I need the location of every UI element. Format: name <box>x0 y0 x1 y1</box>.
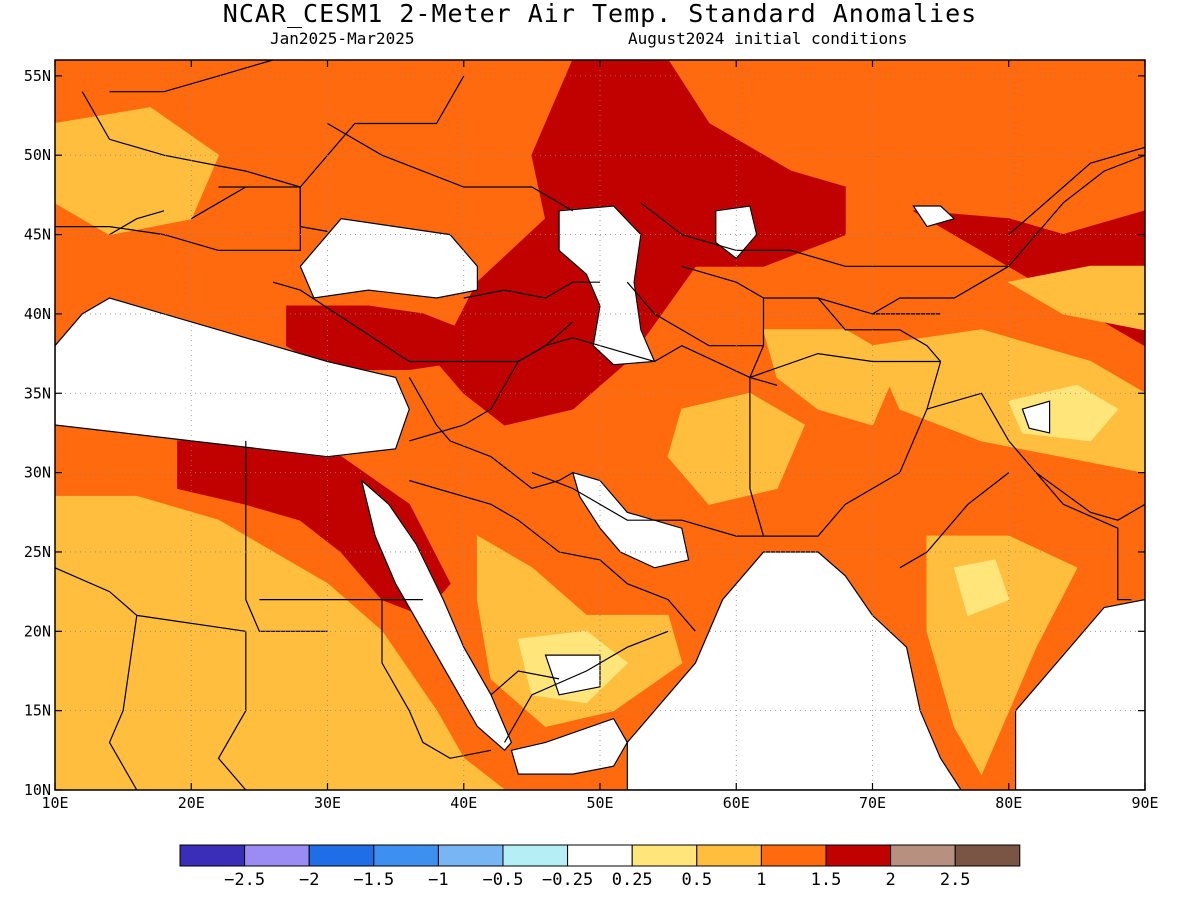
border-line <box>108 615 138 790</box>
border-line <box>55 567 246 632</box>
border-line <box>217 631 247 790</box>
coastline-black-sea <box>299 218 478 299</box>
colorbar-label: 1 <box>756 870 766 890</box>
colorbar: −2.5 −2 −1.5 −1 −0.5 −0.25 0.25 0.5 1 1.5 2 2.5 <box>179 844 1021 890</box>
border-line <box>926 392 1145 521</box>
colorbar-label: 1.5 <box>811 870 842 890</box>
lat-tick-label: 10N <box>24 781 51 799</box>
colorbar-swatch <box>567 844 633 867</box>
lon-tick-label: 50E <box>586 794 613 812</box>
colorbar-label: −0.25 <box>542 870 593 890</box>
period-subtitle: Jan2025-Mar2025 <box>270 29 415 48</box>
border-line <box>872 265 1010 315</box>
colorbar-label: −1.5 <box>353 870 394 890</box>
colorbar-label: 0.5 <box>681 870 712 890</box>
border-line <box>490 670 560 696</box>
colorbar-label: −2.5 <box>224 870 265 890</box>
border-line <box>109 210 165 236</box>
lat-tick-label: 50N <box>24 146 51 164</box>
colorbar-label: 0.25 <box>612 870 653 890</box>
border-line <box>409 479 696 632</box>
coastline-tibet-neutral <box>1021 400 1051 434</box>
map-title: NCAR_CESM1 2-Meter Air Temp. Standard An… <box>222 0 978 28</box>
border-line <box>408 377 574 490</box>
lat-tick-label: 30N <box>24 464 51 482</box>
colorbar-swatch <box>437 844 504 867</box>
lat-tick-label: 20N <box>24 622 51 640</box>
lon-tick-label: 10E <box>41 794 68 812</box>
anomaly-fields <box>55 60 1145 790</box>
border-line <box>749 377 765 537</box>
lat-tick-label: 55N <box>24 67 51 85</box>
border-line <box>463 281 600 299</box>
colorbar-swatch <box>502 844 569 867</box>
colorbar-swatch <box>890 844 956 867</box>
axis-ticks: 10E 20E 30E 40E 50E 60E 70E 80E 90E 10N 15N 20N 25N 3… <box>24 60 1159 812</box>
colorbar-swatch <box>373 844 439 867</box>
border-line <box>899 472 1010 569</box>
lon-tick-label: 20E <box>178 794 205 812</box>
coastline-red-sea <box>360 478 513 752</box>
coastline-arabia-neutral <box>544 654 601 696</box>
border-line <box>1008 146 1145 236</box>
colorbar-label: 2.5 <box>940 870 971 890</box>
colorbar-swatch <box>244 844 310 867</box>
border-line <box>504 630 669 743</box>
country-borders <box>55 60 1145 790</box>
border-line <box>381 599 492 759</box>
border-line <box>190 186 247 220</box>
lat-tick-label: 40N <box>24 305 51 323</box>
lat-lon-grid <box>55 60 1145 790</box>
lon-tick-label: 90E <box>1131 794 1158 812</box>
border-line <box>218 75 465 188</box>
colorbar-swatch <box>308 844 375 867</box>
coastline-mediterranean-sea <box>55 297 410 458</box>
lon-tick-label: 40E <box>450 794 477 812</box>
lat-tick-label: 45N <box>24 226 51 244</box>
initial-conditions-subtitle: August2024 initial conditions <box>628 29 908 48</box>
border-line <box>299 187 328 232</box>
colorbar-swatch <box>631 844 698 867</box>
colorbar-swatch <box>954 844 1021 867</box>
border-line <box>749 352 941 378</box>
lon-tick-label: 60E <box>723 794 750 812</box>
colorbar-label: −0.5 <box>483 870 524 890</box>
lon-tick-label: 30E <box>314 794 341 812</box>
colorbar-label: 2 <box>885 870 895 890</box>
colorbar-label: −1 <box>428 870 448 890</box>
lat-tick-label: 15N <box>24 702 51 720</box>
lon-tick-label: 80E <box>995 794 1022 812</box>
border-line <box>817 297 942 362</box>
colorbar-label: −2 <box>299 870 319 890</box>
colorbar-swatch <box>179 844 246 867</box>
coastline-persian-gulf <box>571 471 690 569</box>
border-line <box>640 154 1145 267</box>
region-india-light <box>953 559 1010 617</box>
border-line <box>409 361 519 442</box>
colorbar-swatch <box>825 844 892 867</box>
colorbar-swatch <box>760 844 827 867</box>
coastline-balkhash <box>912 205 956 228</box>
coastline-gulf-of-aden <box>510 717 628 775</box>
colorbar-swatch <box>696 844 762 867</box>
lat-tick-label: 25N <box>24 543 51 561</box>
border-line <box>1035 472 1132 601</box>
border-line <box>245 440 328 632</box>
border-line <box>327 122 574 212</box>
coastline-aral-sea <box>715 205 758 260</box>
lon-tick-label: 70E <box>859 794 886 812</box>
coastline-arabian-sea <box>626 551 962 790</box>
border-line <box>109 60 274 93</box>
lat-tick-label: 35N <box>24 384 51 402</box>
coastline-caspian-sea <box>558 205 656 366</box>
